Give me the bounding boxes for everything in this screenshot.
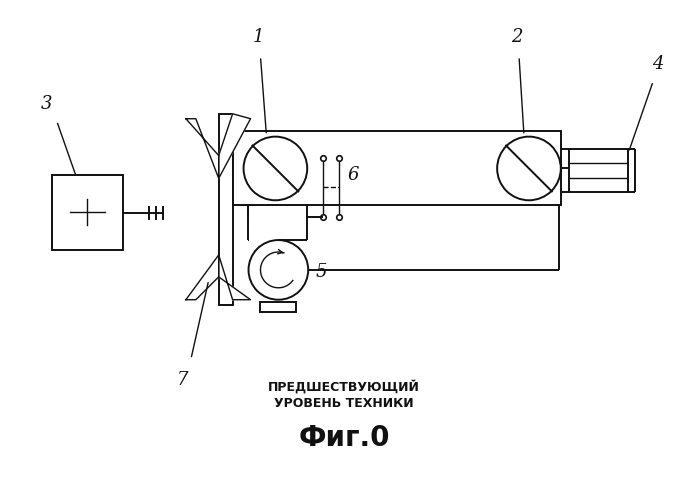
Circle shape	[249, 240, 308, 300]
Bar	[218, 114, 233, 304]
Polygon shape	[186, 255, 218, 300]
Text: 2: 2	[511, 28, 523, 46]
Bar	[52, 176, 123, 250]
Text: 7: 7	[177, 372, 189, 390]
Polygon shape	[218, 255, 251, 300]
Text: 6: 6	[347, 166, 358, 184]
Circle shape	[244, 136, 307, 200]
Polygon shape	[218, 114, 251, 178]
Polygon shape	[186, 118, 218, 178]
Text: УРОВЕНЬ ТЕХНИКИ: УРОВЕНЬ ТЕХНИКИ	[274, 397, 414, 410]
Text: Фиг.0: Фиг.0	[298, 424, 390, 452]
Bar	[568, 148, 628, 192]
Text: 1: 1	[253, 28, 264, 46]
Text: 3: 3	[41, 95, 52, 113]
Circle shape	[497, 136, 561, 200]
Text: ПРЕДШЕСТВУЮЩИЙ: ПРЕДШЕСТВУЮЩИЙ	[268, 380, 420, 393]
Text: 4: 4	[652, 55, 664, 73]
Text: 5: 5	[315, 263, 327, 281]
Bar	[260, 302, 296, 312]
Bar	[233, 130, 561, 205]
